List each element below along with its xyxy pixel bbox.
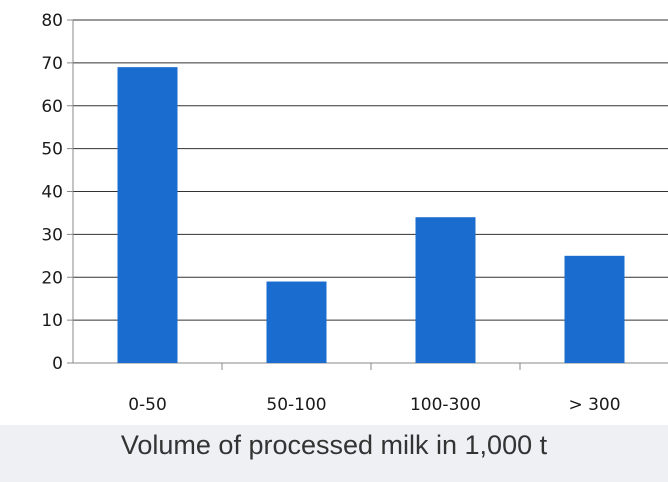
y-tick-label: 30: [41, 225, 63, 245]
x-tick-label: 0-50: [128, 395, 167, 415]
x-tick-label: 50-100: [266, 395, 326, 415]
bar-100-300: [415, 217, 476, 363]
x-tick-label: > 300: [568, 395, 620, 415]
y-tick-label: 50: [41, 140, 63, 160]
y-tick-labels: 0 10 20 30 40 50 60 70 80: [41, 11, 63, 374]
y-tick-label: 40: [41, 183, 63, 203]
y-tick-label: 10: [41, 311, 63, 331]
bar--300: [564, 255, 625, 363]
bars: [117, 67, 625, 363]
x-tick-labels: 0-50 50-100 100-300 > 300: [128, 395, 620, 415]
bar-50-100: [266, 281, 327, 363]
y-tick-label: 0: [52, 354, 63, 374]
x-axis-title: Volume of processed milk in 1,000 t: [120, 430, 548, 460]
y-tick-label: 20: [41, 268, 63, 288]
footer-band: [0, 425, 668, 482]
y-tick-label: 60: [41, 97, 63, 117]
y-tick-label: 80: [41, 11, 63, 31]
x-tick-label: 100-300: [410, 395, 481, 415]
y-tick-label: 70: [41, 54, 63, 74]
bar-0-50: [117, 67, 178, 363]
bar-chart: 0 10 20 30 40 50 60 70 80 0-50 50-100 100-300 > 300: [41, 11, 668, 415]
